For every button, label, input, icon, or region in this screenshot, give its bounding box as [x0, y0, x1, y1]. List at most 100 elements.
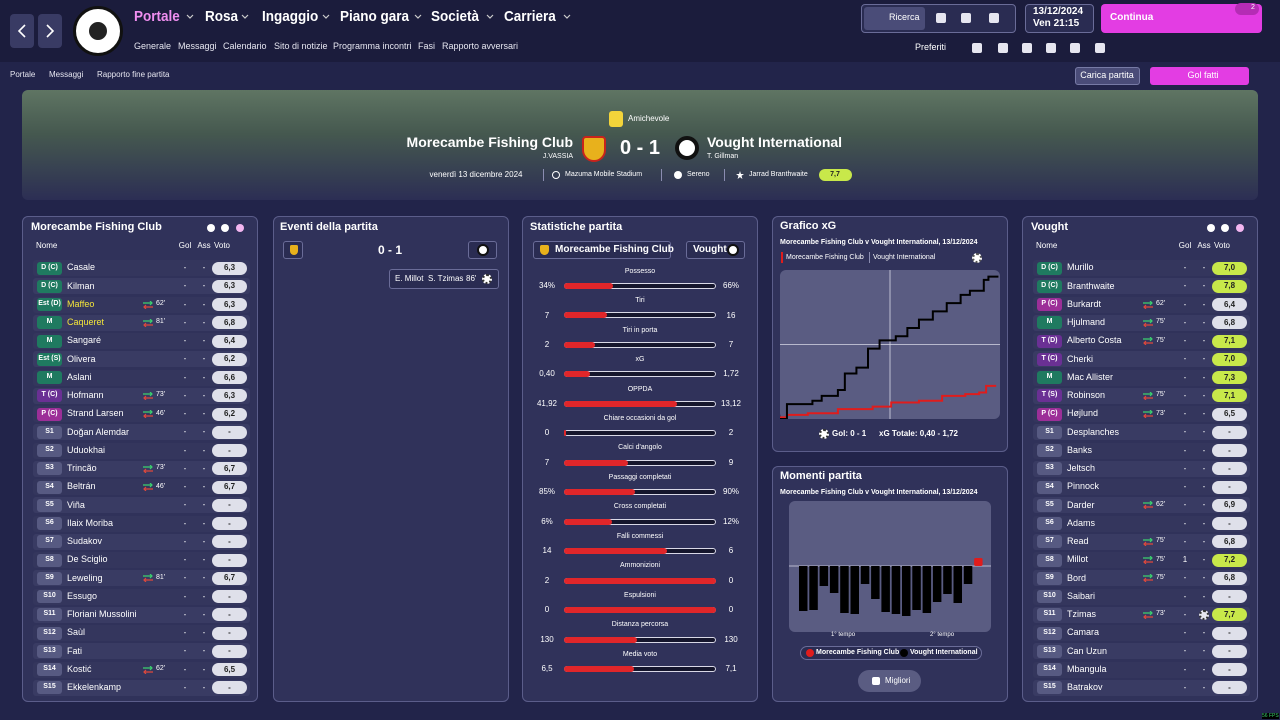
player-row[interactable] — [1033, 679, 1250, 696]
player-row[interactable] — [33, 588, 250, 605]
stat-away-value: 7 — [728, 339, 734, 349]
player-row[interactable] — [1033, 278, 1250, 295]
player-row[interactable] — [33, 460, 250, 477]
toolbar-icon[interactable] — [1095, 43, 1105, 53]
player-row[interactable] — [33, 406, 250, 422]
panel-dot[interactable] — [1207, 224, 1215, 232]
goals-button[interactable] — [1150, 67, 1249, 85]
player-row[interactable] — [33, 424, 250, 441]
stat-away-value: 2 — [728, 428, 734, 438]
player-row[interactable] — [1033, 351, 1250, 368]
submenu-item[interactable]: Rapporto avversari — [442, 41, 519, 52]
forward-button[interactable] — [38, 14, 62, 48]
menu-item[interactable]: Rosa — [205, 7, 239, 25]
player-row[interactable] — [1033, 296, 1250, 313]
player-row[interactable] — [1033, 479, 1250, 495]
player-row[interactable] — [33, 442, 250, 459]
player-row[interactable] — [1033, 369, 1250, 386]
panel-dot[interactable] — [1236, 224, 1244, 232]
menu-item[interactable]: Portale — [134, 7, 180, 25]
back-button[interactable] — [10, 14, 34, 48]
player-row[interactable] — [33, 552, 250, 568]
player-row[interactable] — [1033, 497, 1250, 514]
toolbar-icon[interactable] — [972, 43, 982, 53]
breadcrumb-item[interactable]: Portale — [10, 70, 36, 80]
player-row[interactable] — [1033, 260, 1250, 276]
player-row[interactable] — [33, 479, 250, 495]
player-row[interactable] — [1033, 460, 1250, 477]
breadcrumb-item[interactable]: Messaggi — [49, 70, 84, 80]
sub-icon — [143, 300, 153, 309]
player-row[interactable] — [1033, 570, 1250, 587]
assists-value: - — [1202, 336, 1206, 346]
player-row[interactable] — [1033, 661, 1250, 678]
player-row[interactable] — [33, 533, 250, 550]
menu-item[interactable]: Ingaggio — [262, 7, 319, 25]
toolbar-icon[interactable] — [1070, 43, 1080, 53]
menu-item[interactable]: Carriera — [504, 7, 556, 25]
player-row[interactable] — [33, 497, 250, 514]
toolbar-icon[interactable] — [1022, 43, 1032, 53]
rating-pill — [1212, 462, 1247, 476]
player-row[interactable] — [33, 296, 250, 313]
search-button[interactable] — [864, 7, 925, 30]
player-row[interactable] — [1033, 606, 1250, 623]
player-row[interactable] — [33, 278, 250, 295]
player-row[interactable] — [1033, 533, 1250, 550]
player-row[interactable] — [1033, 625, 1250, 641]
thumb-icon — [872, 677, 880, 685]
submenu-item[interactable]: Messaggi — [178, 41, 217, 52]
submenu-item[interactable]: Sito di notizie — [274, 41, 328, 52]
player-row[interactable] — [33, 679, 250, 696]
player-row[interactable] — [1033, 442, 1250, 459]
player-row[interactable] — [1033, 314, 1250, 331]
event-card[interactable] — [389, 269, 499, 289]
toolbar-icon[interactable] — [998, 43, 1008, 53]
toolbar-icon[interactable] — [1046, 43, 1056, 53]
player-row[interactable] — [33, 625, 250, 641]
player-row[interactable] — [1033, 333, 1250, 349]
sub-minute: 73' — [156, 464, 166, 472]
favorites-label[interactable]: Preferiti — [915, 42, 947, 53]
submenu-item[interactable]: Generale — [134, 41, 172, 52]
submenu-item[interactable]: Programma incontri — [333, 41, 412, 52]
menu-item[interactable]: Piano gara — [340, 7, 410, 25]
panel-dot[interactable] — [236, 224, 244, 232]
submenu-item[interactable]: Calendario — [223, 41, 267, 52]
panel-dot[interactable] — [221, 224, 229, 232]
player-row[interactable] — [33, 351, 250, 368]
position-badge — [37, 553, 62, 567]
settings-icon[interactable] — [972, 253, 982, 263]
player-row[interactable] — [33, 369, 250, 386]
player-row[interactable] — [33, 661, 250, 678]
player-row[interactable] — [1033, 424, 1250, 441]
panel-dot[interactable] — [207, 224, 215, 232]
menu-item[interactable]: Società — [431, 7, 480, 25]
player-row[interactable] — [33, 570, 250, 587]
player-row[interactable] — [1033, 406, 1250, 422]
player-row[interactable] — [33, 643, 250, 660]
player-row[interactable] — [33, 260, 250, 276]
player-row[interactable] — [1033, 387, 1250, 404]
player-row[interactable] — [33, 314, 250, 331]
player-row[interactable] — [1033, 515, 1250, 532]
player-row[interactable] — [1033, 643, 1250, 660]
player-row[interactable] — [33, 515, 250, 532]
date-label: 13/12/2024 — [1033, 5, 1084, 17]
bookmark-icon[interactable] — [936, 13, 946, 23]
panel-dot[interactable] — [1221, 224, 1229, 232]
assists-value: - — [202, 336, 206, 346]
player-row[interactable] — [33, 387, 250, 404]
player-row[interactable] — [33, 606, 250, 623]
rating-value: 6,3 — [223, 263, 236, 273]
settings-icon[interactable] — [989, 13, 999, 23]
submenu-item[interactable]: Fasi — [418, 41, 436, 52]
best-button[interactable] — [858, 670, 921, 692]
person-icon[interactable] — [961, 13, 971, 23]
load-match-button[interactable] — [1075, 67, 1140, 85]
player-row[interactable] — [33, 333, 250, 349]
notification-badge — [1235, 3, 1259, 15]
player-row[interactable] — [1033, 588, 1250, 605]
player-row[interactable] — [1033, 552, 1250, 568]
player-name: Mbangula — [1067, 663, 1107, 674]
